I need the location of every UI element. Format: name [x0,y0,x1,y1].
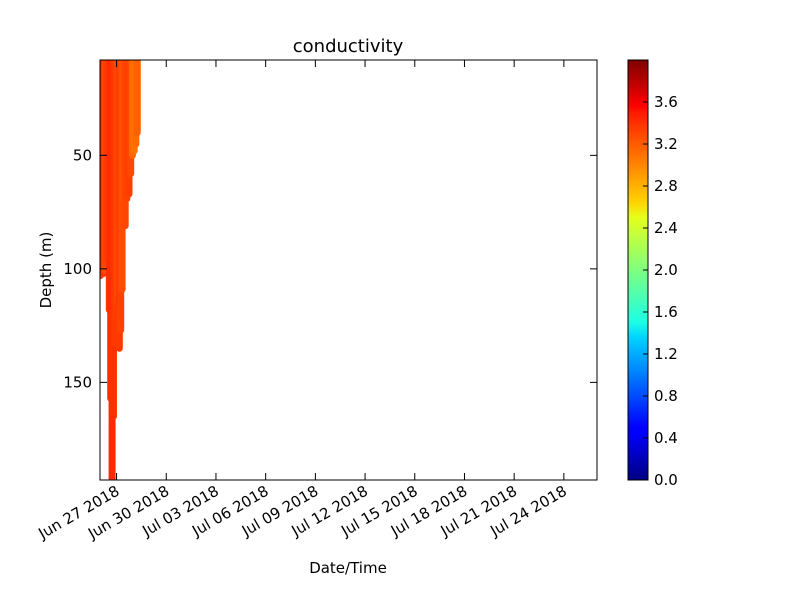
colorbar-axis: 0.0 0.4 0.8 1.2 1.6 2.0 2.4 2.8 3.2 3.6 [643,93,678,489]
plot-frame [99,59,598,481]
x-axis-label: Date/Time [309,559,387,577]
y-tick-label-50: 50 [73,146,92,164]
data-layer [100,60,141,480]
colorbar-tick-label-2: 0.8 [654,387,678,405]
colorbar-tick-label-7: 2.8 [654,177,678,195]
colorbar-tick-label-9: 3.6 [654,93,678,111]
y-axis: 50 100 150 [63,146,597,391]
y-axis-label: Depth (m) [37,232,55,309]
chart-title: conductivity [293,36,404,57]
y-tick-label-100: 100 [63,260,92,278]
colorbar-tick-label-3: 1.2 [654,345,678,363]
y-tick-label-150: 150 [63,373,92,391]
colorbar-tick-label-0: 0.0 [654,471,678,489]
colorbar-tick-label-6: 2.4 [654,219,678,237]
colorbar-tick-label-1: 0.4 [654,429,678,447]
colorbar-tick-label-8: 3.2 [654,135,678,153]
colorbar-tick-label-5: 2.0 [654,261,678,279]
colorbar-tick-label-4: 1.6 [654,303,678,321]
